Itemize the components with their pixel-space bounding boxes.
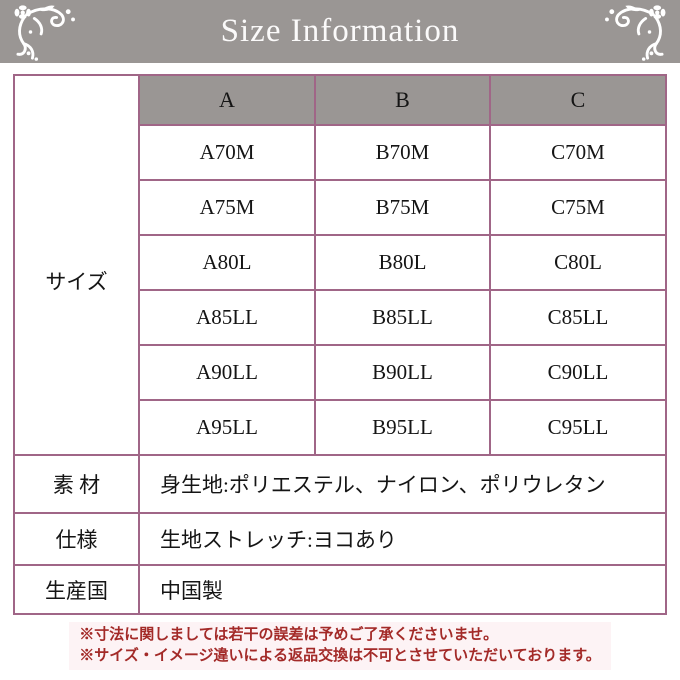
spec-value: 生地ストレッチ:ヨコあり — [138, 512, 667, 566]
size-cell: A85LL — [138, 289, 316, 346]
note-line-returns: ※サイズ・イメージ違いによる返品交換は不可とさせていただいております。 — [79, 648, 601, 664]
size-cell: C85LL — [489, 289, 667, 346]
country-value: 中国製 — [138, 564, 667, 615]
page-title: Size Information — [220, 13, 460, 49]
size-row: A90LL B90LL C90LL — [14, 344, 667, 401]
corner-flourish-right-icon — [605, 5, 666, 61]
row-label-spec: 仕様 — [13, 512, 140, 566]
column-header-a: A — [138, 74, 316, 126]
size-cell: B85LL — [314, 289, 491, 346]
size-cell: A80L — [138, 234, 316, 291]
column-header-row: サイズ A B C — [13, 74, 667, 456]
size-cell: B70M — [314, 124, 491, 181]
size-cell: B95LL — [314, 399, 491, 456]
size-cell: A90LL — [138, 344, 316, 401]
note-line-dimensions: ※寸法に関しましては若干の誤差は予めご了承くださいませ。 — [79, 627, 499, 643]
size-row: A70M B70M C70M — [14, 124, 667, 181]
size-cell: B80L — [314, 234, 491, 291]
column-header-c: C — [489, 74, 667, 126]
material-value: 身生地:ポリエステル、ナイロン、ポリウレタン — [138, 454, 667, 514]
size-cell: C70M — [489, 124, 667, 181]
size-cell: A70M — [138, 124, 316, 181]
info-row-country: 生産国 中国製 — [13, 564, 667, 615]
title-banner: Size Information — [0, 0, 680, 63]
size-cell: C90LL — [489, 344, 667, 401]
size-row: A85LL B85LL C85LL — [14, 289, 667, 346]
info-row-material: 素 材 身生地:ポリエステル、ナイロン、ポリウレタン — [13, 454, 667, 514]
size-cell: C80L — [489, 234, 667, 291]
size-information-body: サイズ A B C A70M B70M C70M A75M B75M C75M … — [0, 74, 680, 670]
column-header-b: B — [314, 74, 491, 126]
row-label-country: 生産国 — [13, 564, 140, 615]
info-row-spec: 仕様 生地ストレッチ:ヨコあり — [13, 512, 667, 566]
disclaimer-notes: ※寸法に関しましては若干の誤差は予めご了承くださいませ。 ※サイズ・イメージ違い… — [69, 622, 611, 670]
row-label-size: サイズ — [13, 74, 140, 456]
size-cell: B75M — [314, 179, 491, 236]
row-label-material: 素 材 — [13, 454, 140, 514]
size-row: A95LL B95LL C95LL — [14, 399, 667, 456]
corner-flourish-left-icon — [14, 5, 75, 61]
size-row: A75M B75M C75M — [14, 179, 667, 236]
size-cell: C75M — [489, 179, 667, 236]
size-table: サイズ A B C A70M B70M C70M A75M B75M C75M … — [13, 74, 667, 615]
size-cell: B90LL — [314, 344, 491, 401]
size-row: A80L B80L C80L — [14, 234, 667, 291]
size-cell: A75M — [138, 179, 316, 236]
size-cell: C95LL — [489, 399, 667, 456]
size-cell: A95LL — [138, 399, 316, 456]
